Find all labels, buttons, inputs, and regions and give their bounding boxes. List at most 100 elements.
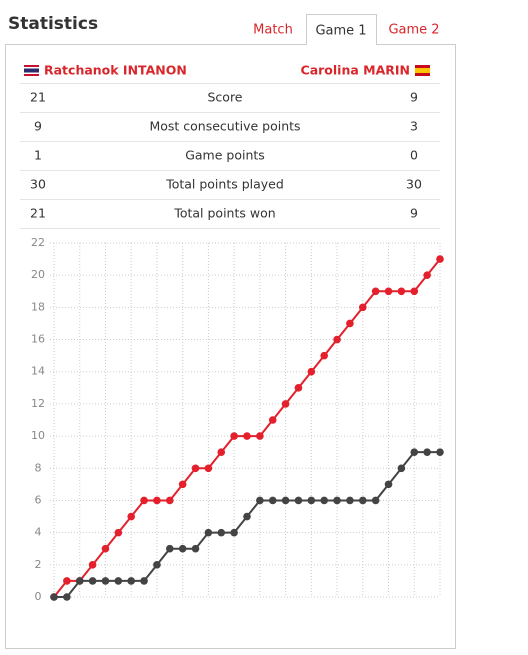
data-point (359, 303, 367, 312)
data-point (178, 544, 187, 553)
data-point (140, 496, 148, 505)
end-value: 9 (410, 90, 418, 105)
data-point (397, 287, 406, 296)
stat-label: Game points (185, 148, 265, 163)
stat-label: Score (207, 90, 242, 105)
data-point (140, 577, 148, 585)
stats-table: 21 Score 9 9 Most consecutive points 3 1 Game p… (20, 83, 440, 229)
y-tick-label: 4 (35, 526, 42, 539)
data-point (127, 512, 135, 521)
data-point (256, 432, 264, 440)
page-title: Statistics (8, 14, 98, 34)
data-point (204, 464, 213, 473)
data-point (166, 544, 174, 553)
start-value: 21 (30, 206, 46, 221)
flag-spain (415, 65, 430, 76)
data-point (268, 416, 277, 424)
y-tick-label: 2 (35, 558, 42, 571)
data-point (178, 480, 187, 489)
start-value: 21 (30, 90, 46, 105)
end-value: 30 (406, 177, 422, 192)
data-point (243, 512, 251, 521)
data-point (101, 544, 110, 553)
panel (5, 44, 456, 649)
data-point (384, 480, 393, 489)
data-point (281, 496, 290, 505)
data-point (230, 528, 238, 537)
data-point (256, 496, 264, 505)
data-point (371, 287, 380, 296)
data-point (397, 464, 406, 473)
flag-thailand (24, 65, 39, 76)
data-point (191, 544, 200, 553)
data-point (333, 335, 341, 344)
y-tick-label: 18 (31, 300, 45, 313)
data-point (307, 367, 316, 376)
y-tick-label: 0 (35, 590, 42, 603)
stat-label: Total points played (165, 177, 284, 192)
data-point (436, 255, 444, 263)
tab[interactable]: Match (253, 23, 293, 38)
data-point (371, 496, 380, 505)
data-point (410, 448, 419, 456)
start-value: 1 (34, 148, 42, 163)
y-tick-label: 14 (31, 365, 45, 378)
stat-label: Total points won (173, 206, 275, 221)
data-point (204, 528, 213, 537)
data-point (281, 400, 290, 408)
stat-label: Most consecutive points (149, 119, 300, 134)
data-point (217, 528, 226, 537)
data-point (127, 577, 135, 585)
data-point (153, 561, 161, 569)
y-tick-label: 22 (31, 236, 45, 249)
data-point (320, 351, 329, 360)
data-point (75, 577, 84, 585)
data-point (217, 448, 226, 456)
start-value: 30 (30, 177, 46, 192)
tab-active[interactable]: Game 1 (315, 24, 366, 39)
player-left: Ratchanok INTANON (44, 63, 187, 78)
data-point (268, 496, 277, 505)
active-tab-border (306, 14, 377, 45)
end-value: 3 (410, 119, 418, 134)
tab[interactable]: Game 2 (388, 23, 439, 38)
data-point (423, 448, 431, 456)
data-point (333, 496, 341, 505)
data-point (320, 496, 329, 505)
data-point (294, 496, 303, 505)
data-point (346, 496, 354, 505)
data-point (63, 577, 71, 585)
y-tick-label: 6 (35, 493, 42, 506)
data-point (384, 287, 393, 296)
data-point (359, 496, 367, 505)
data-point (114, 528, 123, 537)
chart: 0 2 4 6 8 10 12 14 16 18 20 22 (31, 236, 444, 603)
player-right: Carolina MARIN (301, 63, 410, 78)
end-value: 0 (410, 148, 418, 163)
data-point (88, 577, 97, 585)
data-point (243, 432, 251, 440)
y-tick-label: 10 (31, 429, 45, 442)
data-point (88, 561, 97, 569)
data-point (307, 496, 316, 505)
data-point (230, 432, 238, 440)
y-tick-label: 12 (31, 397, 45, 410)
y-tick-label: 8 (35, 461, 42, 474)
data-point (346, 319, 354, 328)
data-point (191, 464, 200, 473)
data-point (166, 496, 174, 505)
y-tick-label: 16 (31, 333, 45, 346)
y-tick-label: 20 (31, 268, 45, 281)
end-value: 9 (410, 206, 418, 221)
data-point (410, 287, 419, 296)
start-value: 9 (34, 119, 42, 134)
data-point (153, 496, 161, 505)
data-point (50, 593, 58, 601)
data-point (101, 577, 110, 585)
data-point (294, 384, 303, 392)
data-point (114, 577, 123, 585)
data-point (423, 271, 431, 279)
data-point (63, 593, 71, 601)
